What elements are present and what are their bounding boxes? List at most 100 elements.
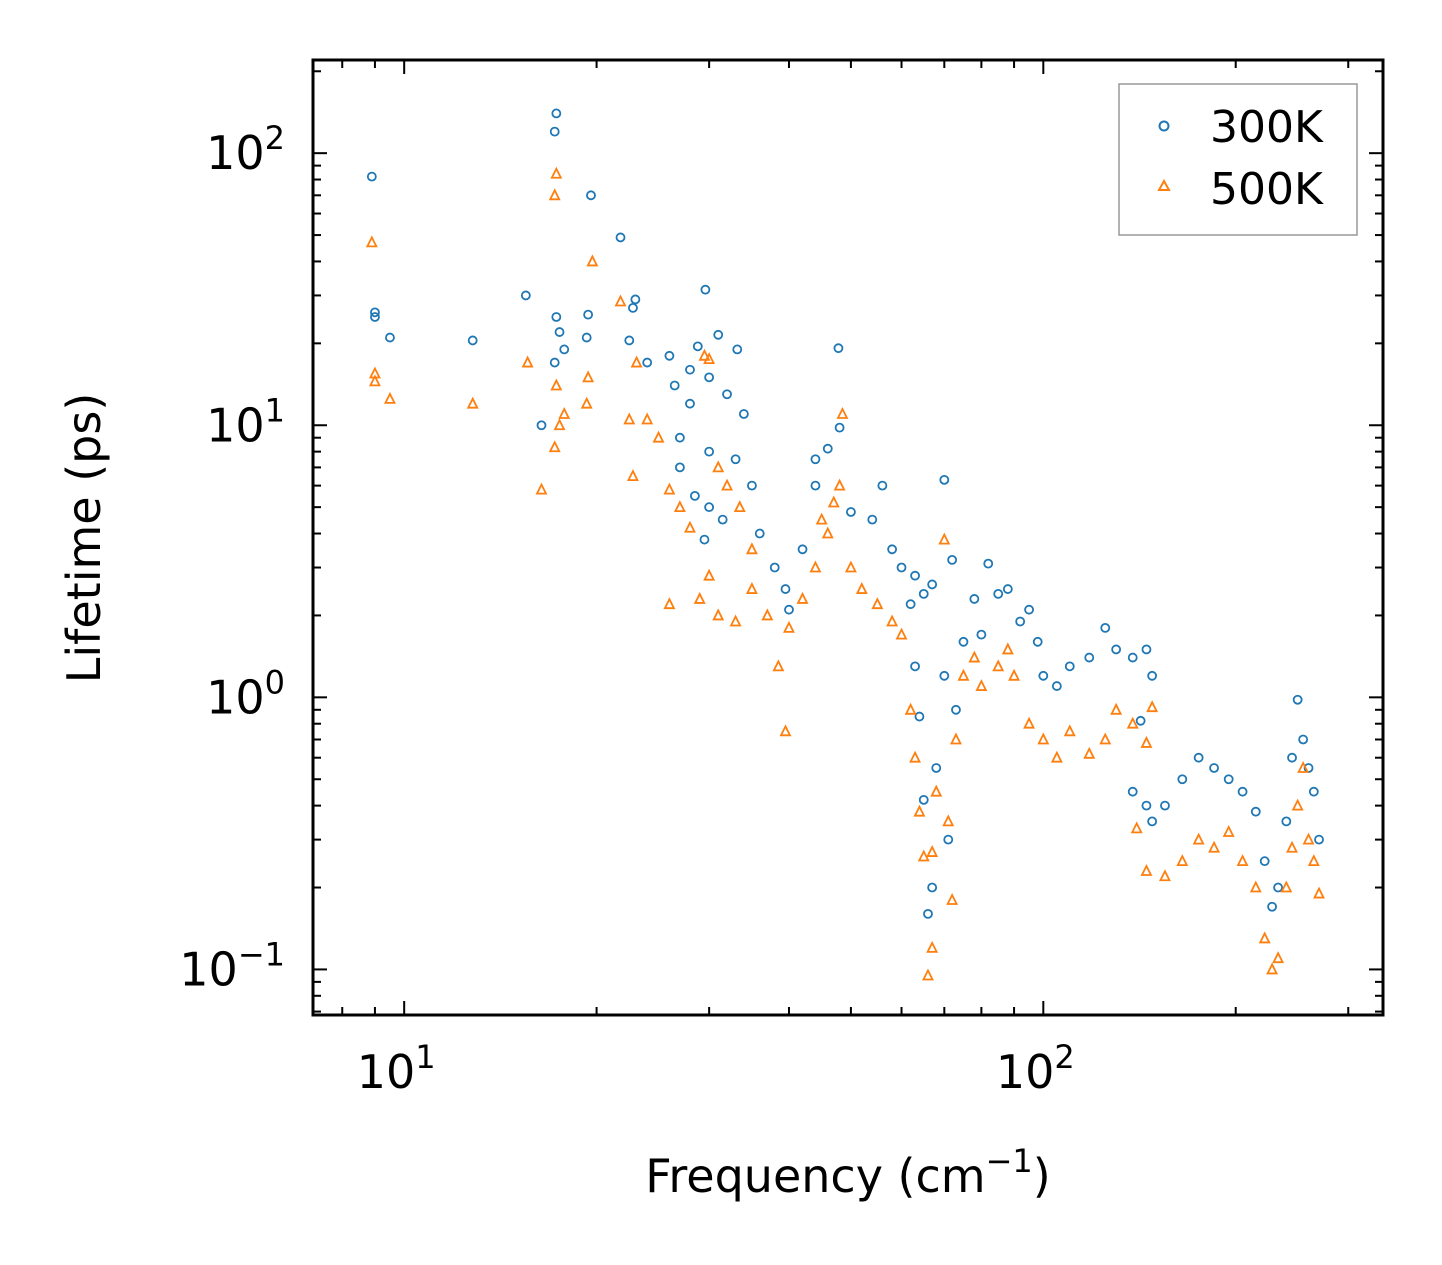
data-marks: [365, 108, 1325, 981]
data-point-500k: [698, 348, 711, 361]
y-tick-label: 100: [206, 663, 285, 724]
data-point-300k: [551, 312, 562, 322]
data-point-500k: [1192, 832, 1205, 845]
data-point-300k: [914, 711, 925, 722]
data-point-500k: [950, 732, 962, 745]
data-point-500k: [553, 418, 566, 431]
data-point-300k: [931, 763, 942, 773]
y-tick-label-exp: 2: [265, 119, 285, 157]
data-point-300k: [642, 357, 653, 368]
data-point-500k: [1236, 854, 1249, 867]
legend-marker-300k: [1158, 120, 1170, 132]
data-point-300k: [1292, 694, 1303, 705]
data-point-500k: [745, 582, 758, 594]
data-point-500k: [1037, 732, 1050, 745]
data-point-300k: [689, 490, 700, 501]
x-tick-label-base: 10: [996, 1045, 1055, 1099]
data-point-500k: [733, 500, 746, 513]
y-tick-label: 102: [206, 119, 285, 180]
data-point-500k: [626, 469, 639, 482]
data-point-300k: [927, 882, 938, 893]
data-point-300k: [797, 544, 808, 555]
data-point-300k: [939, 670, 950, 681]
y-tick-label: 10−1: [179, 935, 285, 996]
data-point-500k: [946, 892, 959, 905]
legend-marker-500k: [1157, 178, 1171, 191]
data-point-500k: [1280, 880, 1293, 893]
data-point-300k: [586, 190, 596, 201]
data-point-500k: [917, 849, 930, 862]
data-point-500k: [550, 166, 563, 179]
data-point-300k: [780, 584, 791, 594]
x-tick-label-exp: 1: [415, 1038, 435, 1076]
data-point-500k: [909, 750, 922, 763]
data-point-300k: [918, 794, 929, 805]
legend-box: [1118, 83, 1358, 236]
data-point-300k: [947, 554, 958, 565]
data-point-500k: [582, 370, 595, 383]
data-point-500k: [586, 254, 599, 267]
x-axis-label-sup: −1: [986, 1142, 1033, 1180]
data-point-300k: [1135, 715, 1146, 726]
data-point-300k: [1298, 734, 1309, 745]
data-point-300k: [664, 350, 675, 361]
y-tick-label: 101: [206, 391, 285, 452]
data-point-300k: [1209, 763, 1219, 773]
data-point-500k: [652, 430, 665, 443]
data-point-300k: [993, 588, 1004, 599]
data-point-300k: [1141, 644, 1152, 655]
data-point-500k: [641, 412, 654, 425]
data-point-300k: [754, 528, 765, 539]
data-point-500k: [761, 608, 774, 621]
data-point-500k: [815, 512, 828, 525]
y-tick-label-base: 10: [206, 126, 265, 180]
data-point-500k: [796, 591, 809, 604]
data-point-500k: [938, 532, 951, 545]
data-point-300k: [1250, 806, 1261, 817]
data-point-300k: [520, 290, 531, 301]
data-point-500k: [821, 526, 834, 539]
data-point-500k: [772, 659, 785, 672]
data-point-300k: [559, 344, 570, 355]
data-point-300k: [1147, 816, 1158, 827]
y-tick-label-exp: 1: [265, 391, 285, 429]
data-point-500k: [926, 940, 939, 953]
data-point-500k: [521, 355, 534, 368]
data-point-500k: [827, 495, 840, 508]
data-point-300k: [738, 409, 749, 419]
data-point-500k: [1001, 642, 1014, 655]
y-tick-label-exp: −1: [238, 935, 285, 973]
data-point-500k: [466, 396, 479, 409]
data-point-300k: [1051, 681, 1062, 691]
data-point-500k: [1272, 951, 1285, 964]
data-point-500k: [968, 650, 981, 663]
data-point-500k: [703, 352, 716, 365]
data-point-300k: [732, 344, 743, 355]
data-point-300k: [1147, 670, 1158, 681]
data-point-500k: [1208, 840, 1221, 853]
data-point-300k: [692, 341, 703, 352]
data-point-300k: [951, 704, 961, 715]
data-point-300k: [896, 562, 907, 573]
data-point-500k: [1258, 931, 1271, 944]
data-point-500k: [365, 235, 378, 248]
y-tick-label-base: 10: [206, 398, 265, 452]
data-point-500k: [922, 968, 934, 981]
data-point-300k: [943, 834, 954, 845]
data-point-500k: [368, 374, 381, 387]
data-point-500k: [1008, 668, 1021, 681]
y-tick-label-base: 10: [206, 670, 265, 724]
data-point-300k: [685, 364, 695, 375]
data-point-300k: [704, 446, 715, 457]
data-point-500k: [1291, 798, 1304, 811]
data-point-500k: [548, 440, 561, 453]
data-point-300k: [1177, 774, 1188, 785]
data-point-300k: [717, 514, 728, 525]
data-point-500k: [975, 679, 988, 691]
data-point-500k: [550, 378, 563, 391]
data-point-300k: [747, 480, 757, 491]
data-point-500k: [1140, 863, 1153, 876]
data-point-300k: [1100, 622, 1111, 633]
data-point-500k: [1286, 840, 1298, 853]
data-point-500k: [1023, 716, 1036, 729]
